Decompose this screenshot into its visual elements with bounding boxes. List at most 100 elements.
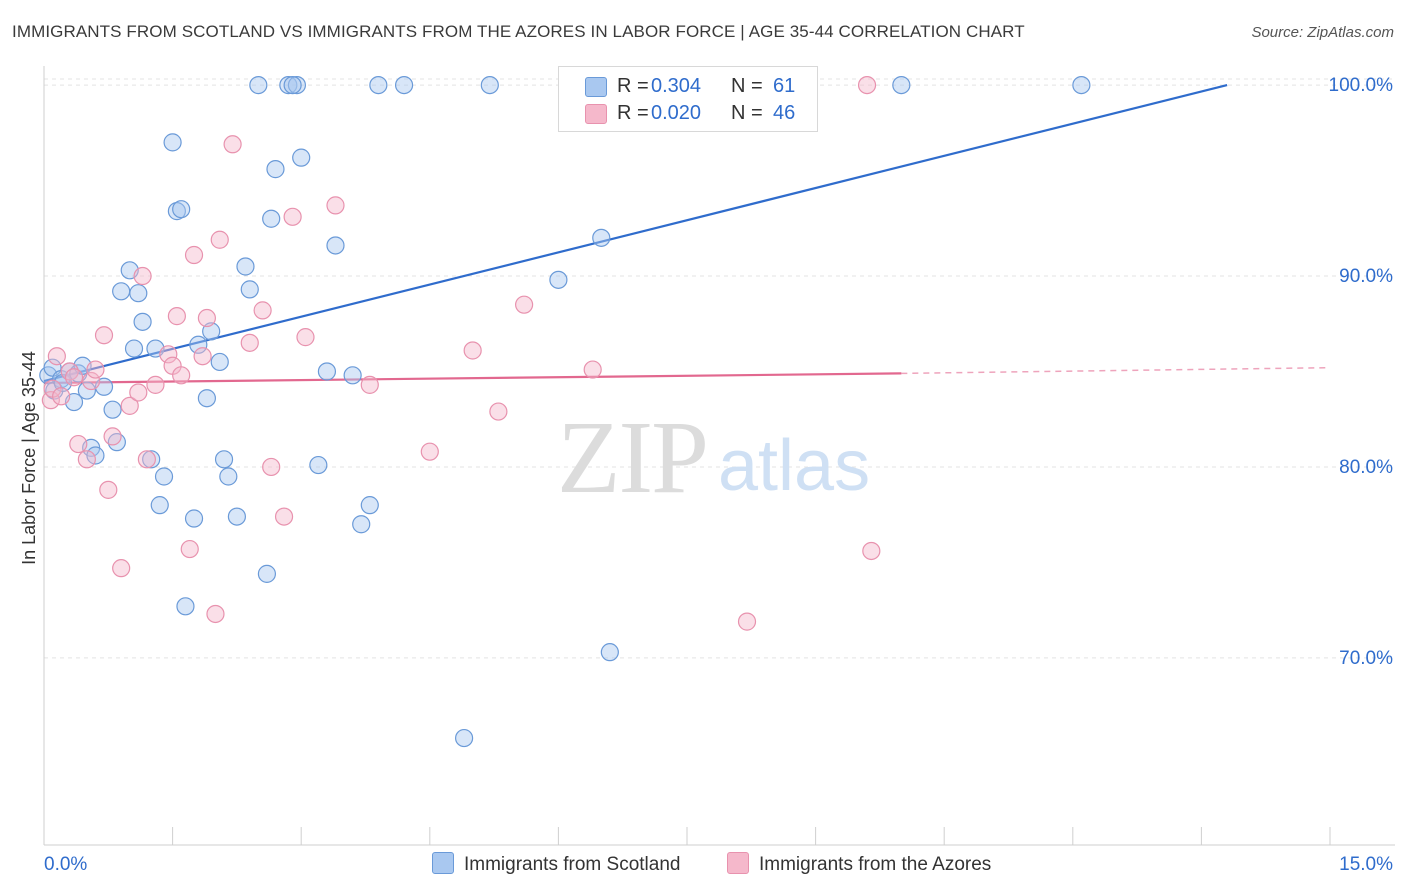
point-azores bbox=[159, 345, 178, 364]
point-scotland bbox=[184, 509, 204, 528]
point-scotland bbox=[77, 381, 96, 400]
gridlines bbox=[44, 78, 1395, 659]
bottom-legend-scotland: Immigrants from Scotland bbox=[432, 852, 680, 876]
y-tick-label: 80.0% bbox=[1339, 457, 1393, 478]
bottom-legend-swatch-scotland bbox=[432, 852, 454, 874]
y-tick-label: 100.0% bbox=[1329, 75, 1394, 96]
point-azores bbox=[489, 402, 508, 421]
bottom-legend-azores: Immigrants from the Azores bbox=[727, 852, 991, 876]
point-azores bbox=[52, 387, 71, 406]
point-azores bbox=[283, 207, 302, 226]
point-scotland bbox=[197, 389, 216, 408]
point-azores bbox=[82, 371, 101, 391]
point-scotland bbox=[266, 160, 285, 179]
point-azores bbox=[94, 326, 114, 345]
point-scotland bbox=[214, 450, 234, 469]
point-scotland bbox=[202, 322, 221, 341]
point-scotland bbox=[394, 75, 414, 95]
point-scotland bbox=[163, 133, 182, 152]
source-label: Source: ZipAtlas.com bbox=[1251, 24, 1394, 41]
point-azores bbox=[99, 480, 118, 499]
point-scotland bbox=[249, 75, 268, 95]
point-azores bbox=[172, 366, 191, 385]
point-azores bbox=[206, 604, 225, 624]
point-scotland bbox=[189, 335, 208, 354]
legend-row-azores: R = 0.020 N = 46 bbox=[559, 100, 817, 128]
y-tick-label: 70.0% bbox=[1339, 648, 1393, 669]
point-scotland bbox=[1072, 75, 1091, 95]
y-axis-label: In Labor Force | Age 35-44 bbox=[19, 351, 39, 565]
point-azores bbox=[223, 135, 242, 154]
legend-r-value: 0.304 bbox=[651, 75, 702, 97]
point-scotland bbox=[292, 148, 311, 167]
point-scotland bbox=[326, 236, 345, 255]
point-scotland bbox=[287, 75, 307, 95]
point-scotland bbox=[454, 728, 474, 748]
point-azores bbox=[253, 301, 272, 320]
point-azores bbox=[463, 341, 482, 360]
point-scotland bbox=[240, 280, 259, 299]
bottom-legend-label-azores: Immigrants from the Azores bbox=[759, 854, 992, 875]
watermark-zip: ZIP bbox=[557, 400, 707, 515]
point-azores bbox=[326, 196, 345, 215]
legend-n-value: 46 bbox=[773, 102, 796, 124]
point-azores bbox=[862, 541, 881, 561]
point-scotland bbox=[142, 450, 161, 469]
point-azores bbox=[210, 230, 229, 249]
point-azores bbox=[197, 308, 216, 328]
point-scotland bbox=[219, 467, 238, 486]
point-scotland bbox=[309, 455, 328, 475]
data-points bbox=[39, 75, 1091, 748]
legend-r-label: R = bbox=[617, 102, 649, 124]
point-azores bbox=[193, 347, 212, 366]
point-scotland bbox=[53, 373, 72, 393]
point-azores bbox=[86, 360, 105, 379]
point-scotland bbox=[124, 339, 144, 358]
point-scotland bbox=[600, 643, 619, 662]
legend-r-label: R = bbox=[617, 75, 649, 97]
point-scotland bbox=[369, 75, 388, 95]
point-scotland bbox=[103, 400, 122, 419]
point-scotland bbox=[176, 597, 195, 616]
trend-line-scotland bbox=[43, 84, 1228, 383]
point-azores bbox=[296, 328, 315, 347]
point-azores bbox=[262, 457, 281, 477]
point-azores bbox=[515, 295, 534, 314]
x-tick-label: 0.0% bbox=[44, 854, 87, 875]
tick-labels: 70.0% 80.0% 90.0% 100.0% 0.0% 15.0% bbox=[44, 75, 1393, 875]
point-azores bbox=[857, 75, 877, 95]
point-azores bbox=[420, 442, 439, 461]
point-azores bbox=[146, 375, 165, 394]
legend-swatch-azores bbox=[585, 104, 607, 124]
point-azores bbox=[103, 427, 122, 446]
point-azores bbox=[112, 559, 131, 578]
point-scotland bbox=[257, 564, 277, 583]
trend-extension-azores bbox=[901, 366, 1331, 375]
point-scotland bbox=[360, 496, 379, 515]
y-tick-label: 90.0% bbox=[1339, 266, 1393, 287]
point-azores bbox=[47, 347, 66, 366]
legend-n-value: 61 bbox=[773, 75, 796, 97]
point-scotland bbox=[133, 312, 152, 331]
bottom-legend-label-scotland: Immigrants from Scotland bbox=[464, 854, 681, 875]
legend-n-label: N = bbox=[731, 75, 763, 97]
point-scotland bbox=[154, 467, 174, 486]
chart-title: IMMIGRANTS FROM SCOTLAND VS IMMIGRANTS F… bbox=[12, 22, 1025, 41]
watermark: ZIP atlas bbox=[557, 400, 870, 515]
point-scotland bbox=[549, 270, 568, 289]
point-azores bbox=[737, 612, 757, 631]
point-scotland bbox=[317, 362, 337, 381]
legend-swatch-scotland bbox=[585, 77, 607, 97]
point-scotland bbox=[892, 75, 911, 95]
point-azores bbox=[180, 539, 199, 559]
point-azores bbox=[69, 434, 88, 454]
point-azores bbox=[120, 396, 139, 415]
legend-n-label: N = bbox=[731, 102, 763, 124]
axes bbox=[43, 66, 1395, 846]
point-scotland bbox=[236, 257, 255, 276]
point-scotland bbox=[480, 75, 499, 95]
point-azores bbox=[129, 383, 148, 402]
point-scotland bbox=[172, 200, 191, 219]
point-azores bbox=[583, 360, 602, 379]
point-scotland bbox=[283, 75, 302, 95]
